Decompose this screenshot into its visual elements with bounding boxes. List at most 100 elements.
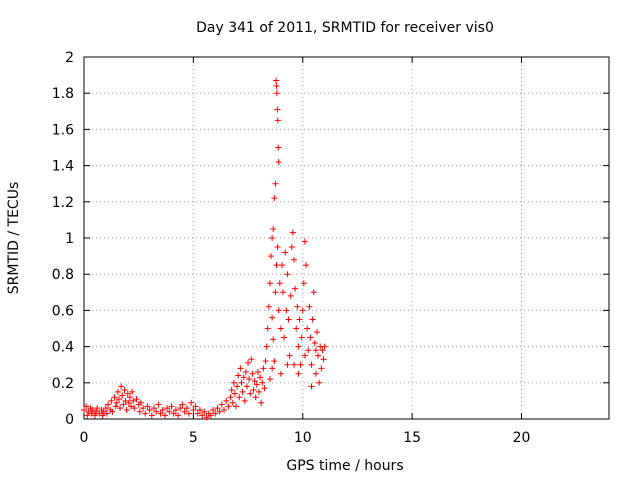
data-point	[278, 262, 285, 269]
data-point	[276, 280, 283, 287]
data-point	[179, 401, 186, 408]
data-point	[105, 401, 112, 408]
data-point	[94, 405, 101, 412]
data-point	[308, 383, 315, 390]
data-point	[140, 405, 147, 412]
data-point	[273, 82, 280, 89]
data-point	[239, 388, 246, 395]
data-point	[273, 77, 280, 84]
data-point	[251, 377, 258, 384]
data-point	[186, 410, 192, 417]
data-point	[274, 106, 281, 113]
data-point	[272, 180, 279, 187]
data-point	[280, 289, 287, 296]
data-point	[102, 405, 109, 412]
data-point	[225, 403, 232, 410]
y-tick-label: 1.8	[52, 86, 74, 102]
x-tick-label: 0	[80, 430, 89, 446]
data-point	[196, 406, 203, 413]
data-point	[298, 334, 305, 341]
data-point	[303, 262, 310, 269]
data-point	[295, 370, 302, 377]
data-point	[307, 334, 314, 341]
data-point	[291, 361, 297, 368]
data-point	[254, 368, 261, 375]
y-tick-label: 0.2	[52, 376, 74, 392]
data-point	[291, 256, 297, 263]
data-point	[319, 347, 326, 354]
data-point	[316, 379, 323, 386]
data-point	[181, 408, 188, 415]
data-point	[123, 406, 130, 413]
data-point	[144, 403, 151, 410]
data-point	[157, 410, 164, 417]
data-point	[234, 383, 241, 390]
data-point	[295, 343, 302, 350]
y-tick-label: 0	[65, 412, 74, 428]
y-tick-label: 0.8	[52, 267, 74, 283]
data-point	[268, 253, 275, 260]
axis-ticks	[83, 56, 609, 420]
data-point	[112, 403, 119, 410]
data-point	[124, 390, 131, 397]
data-point	[136, 408, 143, 415]
data-point	[308, 361, 315, 368]
data-point	[321, 343, 328, 350]
data-point	[296, 316, 303, 323]
data-point	[113, 399, 120, 406]
data-point	[269, 235, 276, 241]
data-point	[285, 316, 292, 323]
data-point	[275, 307, 282, 314]
data-point	[109, 408, 116, 415]
data-point	[85, 408, 92, 415]
data-point	[286, 352, 293, 359]
data-point	[190, 406, 197, 413]
data-point	[229, 399, 236, 406]
data-point	[88, 410, 95, 417]
data-point	[231, 390, 238, 397]
data-point	[281, 334, 288, 341]
data-point	[183, 405, 190, 412]
data-point	[151, 405, 157, 412]
data-point	[269, 314, 276, 321]
chart-title: Day 341 of 2011, SRMTID for receiver vis…	[196, 20, 494, 36]
data-point	[177, 405, 184, 412]
data-point	[166, 408, 173, 415]
data-point	[83, 403, 90, 410]
data-point	[284, 271, 291, 278]
data-point	[306, 303, 313, 310]
y-tick-label: 0.6	[52, 303, 74, 319]
data-point	[301, 238, 308, 245]
data-point	[96, 410, 103, 417]
data-point	[146, 406, 153, 413]
x-tick-label: 5	[189, 430, 198, 446]
data-point	[265, 303, 272, 310]
data-point	[175, 412, 182, 419]
data-point	[129, 388, 136, 395]
data-point	[121, 387, 128, 394]
data-point	[297, 361, 304, 368]
data-point	[309, 316, 316, 323]
data-point	[277, 325, 284, 332]
data-point	[81, 406, 87, 413]
data-point	[271, 358, 278, 365]
data-point	[155, 401, 162, 408]
data-point	[114, 388, 121, 395]
data-point	[100, 408, 107, 415]
data-point	[258, 399, 265, 406]
data-point	[266, 376, 273, 383]
y-tick-label: 2	[65, 50, 74, 66]
data-points	[81, 77, 328, 421]
data-point	[247, 390, 254, 397]
data-point	[159, 406, 166, 413]
y-tick-labels: 0 0.2 0.4 0.6 0.8 1 1.2 1.4 1.6 1.8 2	[52, 50, 74, 428]
data-point	[300, 280, 307, 287]
data-point	[89, 406, 96, 413]
data-point	[248, 356, 255, 363]
data-point	[289, 229, 296, 236]
y-axis-title: SRMTID / TECUs	[6, 182, 22, 295]
data-point	[299, 307, 306, 314]
data-point	[312, 370, 319, 377]
